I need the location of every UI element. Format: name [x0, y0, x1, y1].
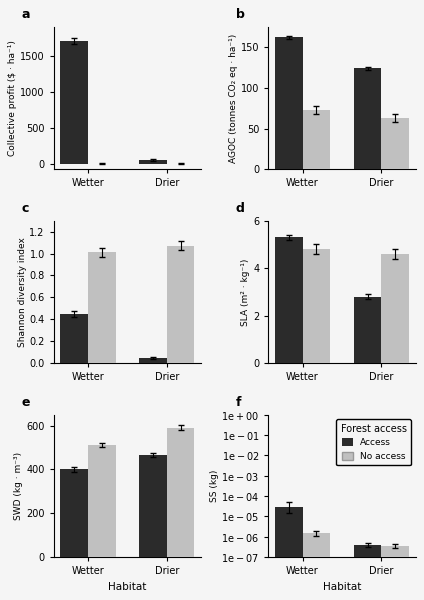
Text: f: f — [236, 396, 241, 409]
Bar — [88, 445, 116, 557]
Y-axis label: AGOC (tonnes CO₂ eq · ha⁻¹): AGOC (tonnes CO₂ eq · ha⁻¹) — [229, 34, 238, 163]
Bar — [381, 254, 409, 363]
Y-axis label: SWD (kg · m⁻³): SWD (kg · m⁻³) — [14, 452, 23, 520]
Bar — [167, 246, 195, 363]
X-axis label: Habitat: Habitat — [108, 581, 147, 592]
Bar — [303, 249, 330, 363]
Text: c: c — [21, 202, 29, 215]
Bar — [303, 110, 330, 169]
Bar — [167, 428, 195, 557]
Bar — [354, 545, 381, 600]
Text: e: e — [21, 396, 30, 409]
Text: b: b — [236, 8, 245, 21]
Y-axis label: SLA (m² · kg⁻¹): SLA (m² · kg⁻¹) — [241, 258, 250, 326]
Bar — [139, 455, 167, 557]
Bar — [61, 469, 88, 557]
Legend: Access, No access: Access, No access — [336, 419, 411, 466]
Bar — [139, 358, 167, 363]
Bar — [354, 68, 381, 169]
Bar — [381, 118, 409, 169]
Bar — [139, 160, 167, 164]
Bar — [354, 296, 381, 363]
Bar — [88, 253, 116, 363]
Y-axis label: SS (kg): SS (kg) — [209, 470, 218, 502]
Y-axis label: Collective profit ($ · ha⁻¹): Collective profit ($ · ha⁻¹) — [8, 40, 17, 156]
Bar — [275, 237, 303, 363]
X-axis label: Habitat: Habitat — [323, 581, 361, 592]
Bar — [381, 546, 409, 600]
Bar — [61, 41, 88, 164]
Y-axis label: Shannon diversity index: Shannon diversity index — [17, 237, 27, 347]
Bar — [303, 533, 330, 600]
Text: d: d — [236, 202, 245, 215]
Bar — [275, 506, 303, 600]
Bar — [61, 314, 88, 363]
Text: a: a — [21, 8, 30, 21]
Bar — [275, 37, 303, 169]
